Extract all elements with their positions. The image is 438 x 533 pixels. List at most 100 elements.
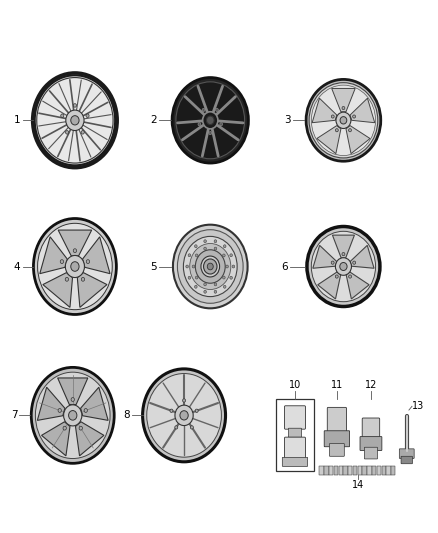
Ellipse shape: [232, 265, 235, 268]
Polygon shape: [332, 88, 355, 112]
Ellipse shape: [84, 408, 88, 413]
FancyBboxPatch shape: [364, 447, 378, 459]
Polygon shape: [75, 422, 104, 456]
Ellipse shape: [143, 369, 226, 462]
Polygon shape: [312, 98, 337, 123]
Ellipse shape: [143, 369, 224, 461]
Bar: [372, 466, 376, 475]
Ellipse shape: [214, 240, 217, 243]
FancyBboxPatch shape: [288, 428, 301, 437]
Ellipse shape: [33, 370, 111, 461]
Bar: [329, 466, 333, 475]
Ellipse shape: [183, 399, 186, 402]
Bar: [353, 466, 357, 475]
Text: 7: 7: [11, 410, 17, 421]
Ellipse shape: [311, 85, 375, 156]
Ellipse shape: [188, 276, 191, 279]
Bar: [324, 466, 328, 475]
Polygon shape: [313, 245, 337, 268]
Text: 14: 14: [352, 480, 364, 490]
Ellipse shape: [342, 253, 345, 256]
Polygon shape: [318, 272, 341, 299]
Ellipse shape: [186, 265, 188, 268]
FancyBboxPatch shape: [362, 418, 380, 440]
Ellipse shape: [309, 83, 378, 158]
Polygon shape: [350, 98, 375, 123]
Ellipse shape: [37, 78, 113, 163]
Bar: [339, 466, 343, 475]
Ellipse shape: [177, 230, 243, 303]
Ellipse shape: [204, 240, 206, 243]
Polygon shape: [346, 272, 369, 299]
Ellipse shape: [71, 116, 79, 125]
Text: 11: 11: [331, 380, 343, 390]
Ellipse shape: [34, 220, 114, 313]
Ellipse shape: [194, 245, 197, 248]
Ellipse shape: [86, 260, 90, 263]
Text: 13: 13: [412, 401, 424, 411]
Ellipse shape: [147, 374, 221, 457]
Ellipse shape: [214, 283, 217, 286]
Ellipse shape: [194, 285, 197, 288]
Ellipse shape: [214, 247, 217, 250]
Ellipse shape: [340, 262, 347, 271]
Ellipse shape: [32, 73, 117, 168]
Polygon shape: [82, 237, 110, 273]
Ellipse shape: [60, 260, 64, 263]
Ellipse shape: [38, 223, 112, 310]
Ellipse shape: [79, 426, 82, 430]
Polygon shape: [332, 235, 354, 258]
FancyBboxPatch shape: [324, 431, 350, 447]
Ellipse shape: [230, 254, 233, 257]
Ellipse shape: [204, 247, 206, 250]
Ellipse shape: [204, 283, 206, 286]
Ellipse shape: [184, 237, 237, 296]
Ellipse shape: [71, 262, 79, 271]
Ellipse shape: [32, 368, 113, 463]
Ellipse shape: [307, 227, 380, 306]
Polygon shape: [78, 272, 107, 308]
Ellipse shape: [65, 277, 68, 281]
Ellipse shape: [31, 367, 114, 463]
Ellipse shape: [32, 369, 112, 462]
Ellipse shape: [307, 228, 378, 305]
Ellipse shape: [143, 369, 226, 462]
Ellipse shape: [191, 426, 193, 429]
Bar: [343, 466, 348, 475]
Ellipse shape: [307, 227, 379, 306]
Ellipse shape: [175, 405, 193, 425]
Ellipse shape: [336, 257, 351, 276]
Bar: [362, 466, 367, 475]
Ellipse shape: [220, 123, 223, 126]
Ellipse shape: [230, 276, 233, 279]
Ellipse shape: [35, 75, 115, 165]
Ellipse shape: [226, 265, 228, 268]
Polygon shape: [42, 422, 70, 456]
Text: 3: 3: [284, 115, 291, 125]
Ellipse shape: [336, 128, 338, 132]
Text: 1: 1: [14, 115, 20, 125]
Polygon shape: [350, 245, 374, 268]
Text: 5: 5: [150, 262, 157, 271]
Ellipse shape: [175, 426, 178, 429]
Polygon shape: [43, 272, 73, 308]
FancyBboxPatch shape: [327, 407, 346, 435]
Ellipse shape: [66, 131, 69, 134]
FancyBboxPatch shape: [399, 449, 414, 458]
Ellipse shape: [342, 107, 345, 110]
Polygon shape: [58, 378, 88, 405]
Ellipse shape: [223, 276, 225, 279]
Polygon shape: [81, 387, 108, 421]
Bar: [391, 466, 396, 475]
Text: 4: 4: [14, 262, 20, 271]
Ellipse shape: [215, 108, 219, 111]
FancyBboxPatch shape: [285, 406, 305, 429]
Ellipse shape: [35, 220, 113, 313]
Ellipse shape: [34, 219, 116, 314]
Ellipse shape: [71, 398, 74, 401]
Ellipse shape: [63, 426, 66, 430]
Ellipse shape: [198, 123, 201, 126]
Ellipse shape: [143, 369, 225, 462]
Ellipse shape: [195, 276, 198, 279]
Ellipse shape: [58, 408, 61, 413]
